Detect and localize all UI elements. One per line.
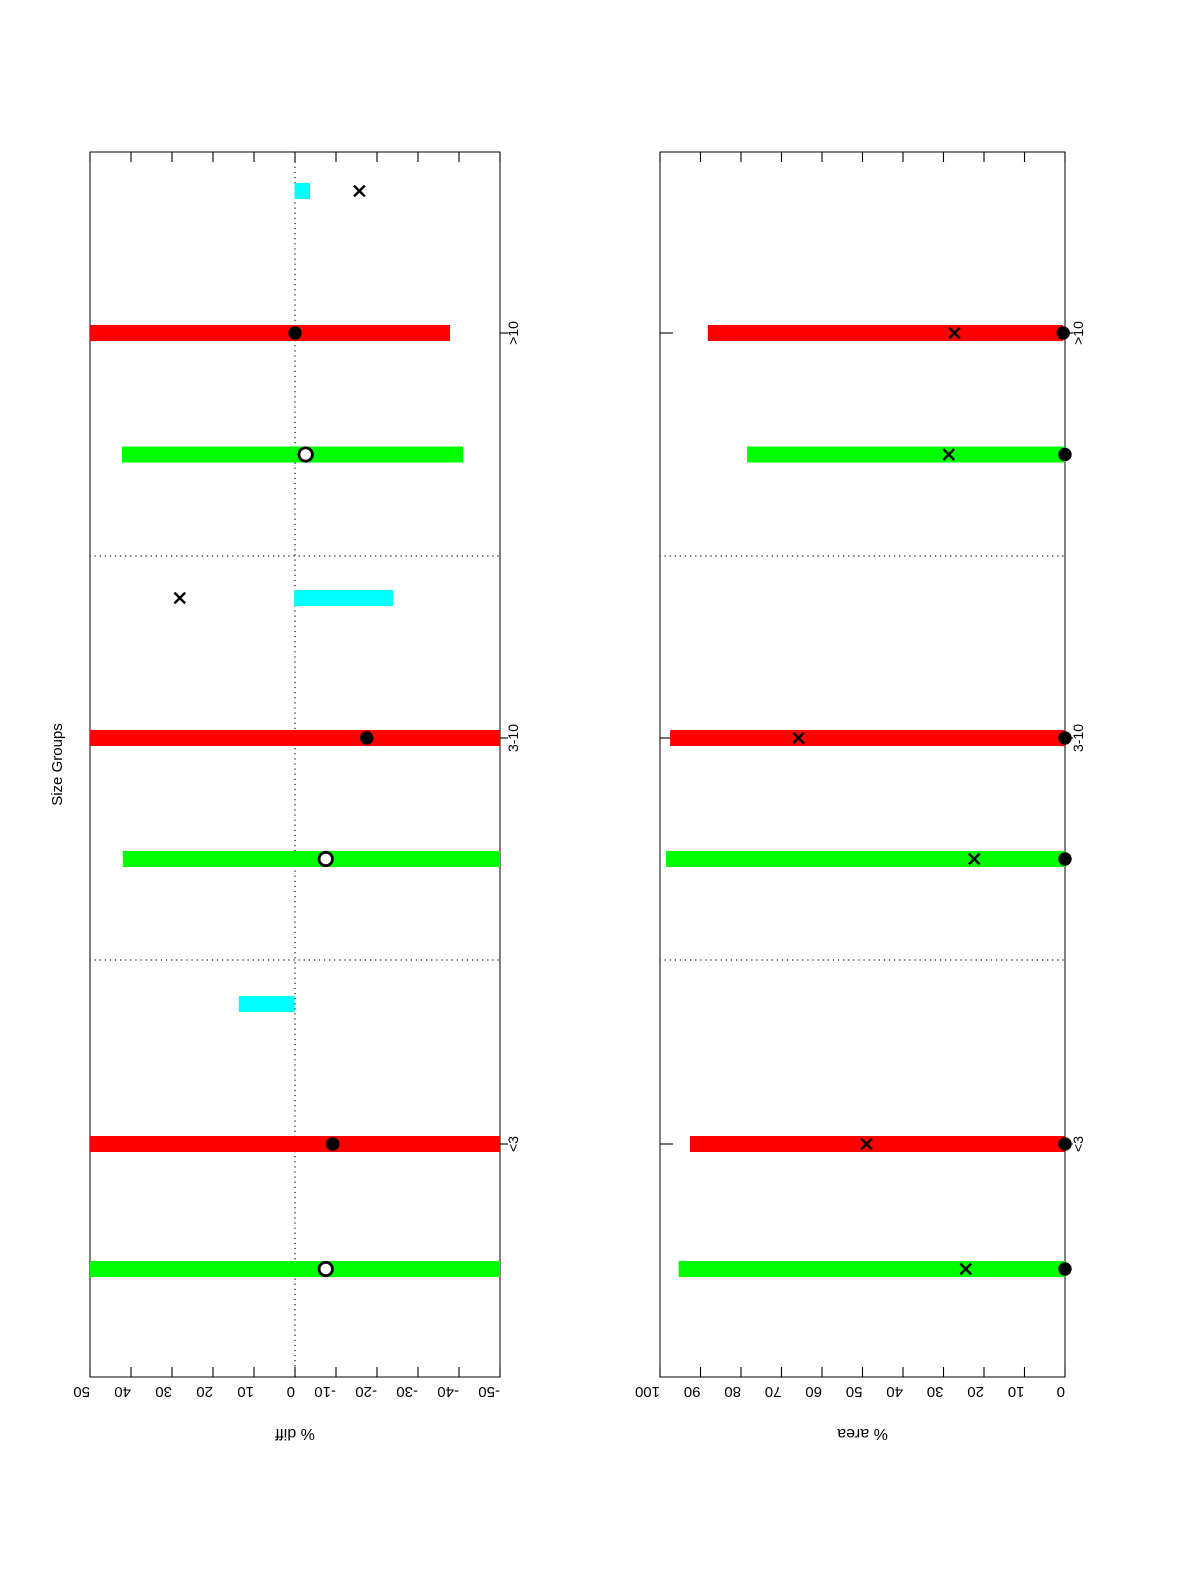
svg-text:Size Groups: Size Groups bbox=[49, 723, 66, 806]
svg-text:70: 70 bbox=[765, 1383, 782, 1400]
svg-text:20: 20 bbox=[967, 1383, 984, 1400]
svg-text:60: 60 bbox=[805, 1383, 822, 1400]
svg-text:10: 10 bbox=[1008, 1383, 1025, 1400]
svg-text:50: 50 bbox=[73, 1383, 90, 1400]
svg-text:90: 90 bbox=[684, 1383, 701, 1400]
svg-text:30: 30 bbox=[927, 1383, 944, 1400]
svg-text:80: 80 bbox=[724, 1383, 741, 1400]
svg-text:% area: % area bbox=[837, 1425, 888, 1442]
svg-text:-20: -20 bbox=[355, 1383, 377, 1400]
svg-text:30: 30 bbox=[155, 1383, 172, 1400]
svg-text:10: 10 bbox=[237, 1383, 254, 1400]
svg-text:<3: <3 bbox=[1070, 1136, 1086, 1152]
svg-text:40: 40 bbox=[114, 1383, 131, 1400]
svg-text:0: 0 bbox=[287, 1383, 295, 1400]
svg-text:-10: -10 bbox=[314, 1383, 336, 1400]
svg-text:>10: >10 bbox=[505, 321, 521, 345]
svg-text:-40: -40 bbox=[437, 1383, 459, 1400]
svg-text:-30: -30 bbox=[396, 1383, 418, 1400]
svg-text:3-10: 3-10 bbox=[1070, 724, 1086, 752]
svg-text:20: 20 bbox=[196, 1383, 213, 1400]
svg-text:3-10: 3-10 bbox=[505, 724, 521, 752]
svg-text:<3: <3 bbox=[505, 1136, 521, 1152]
svg-text:% diff: % diff bbox=[275, 1425, 315, 1442]
svg-text:50: 50 bbox=[846, 1383, 863, 1400]
svg-text:100: 100 bbox=[635, 1383, 660, 1400]
svg-text:40: 40 bbox=[886, 1383, 903, 1400]
svg-text:-50: -50 bbox=[478, 1383, 500, 1400]
svg-text:>10: >10 bbox=[1070, 321, 1086, 345]
svg-text:0: 0 bbox=[1057, 1383, 1065, 1400]
